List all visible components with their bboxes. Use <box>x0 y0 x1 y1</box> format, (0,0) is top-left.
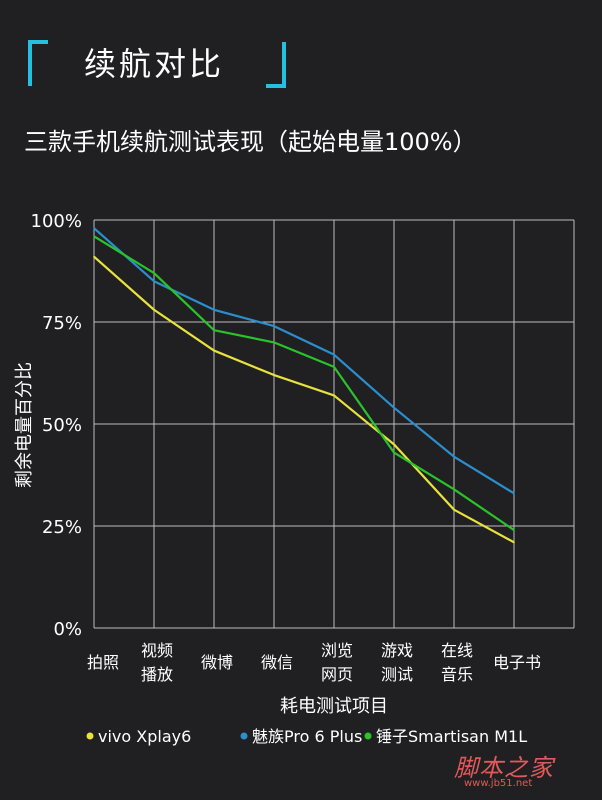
data-point <box>333 366 335 368</box>
data-point <box>153 308 155 311</box>
data-point <box>513 529 515 531</box>
x-tick-label: 拍照 <box>87 653 119 672</box>
chart-title-frame: 续航对比 <box>28 40 286 88</box>
watermark-url-text: www.jb51.net <box>464 778 533 789</box>
data-point <box>153 280 155 283</box>
legend-item: vivo Xplay6 <box>86 727 191 746</box>
data-point <box>273 374 275 376</box>
series-line-1 <box>93 255 515 544</box>
data-point <box>213 349 215 352</box>
series-line-3 <box>93 235 515 531</box>
data-point <box>453 455 455 458</box>
x-tick-label-line: 网页 <box>321 665 353 684</box>
series-lines <box>93 227 515 544</box>
y-tick-label: 0% <box>53 619 82 640</box>
chart-subtitle: 三款手机续航测试表现（起始电量100%） <box>24 128 477 156</box>
x-tick-label-line: 在线 <box>441 641 473 660</box>
legend-label: vivo Xplay6 <box>98 727 191 746</box>
data-point <box>393 443 395 446</box>
legend-label: 魅族Pro 6 Plus <box>252 727 362 746</box>
data-point <box>93 227 95 229</box>
grid-layer <box>93 219 575 629</box>
x-tick-label-line: 播放 <box>141 665 173 684</box>
data-point <box>153 272 155 274</box>
x-tick-label-line: 游戏 <box>381 641 413 660</box>
data-point <box>213 308 215 311</box>
page-title: 续航对比 <box>84 45 225 83</box>
y-tick-label: 100% <box>31 211 82 232</box>
x-tick-label-line: 微信 <box>261 653 293 672</box>
legend-item: 魅族Pro 6 Plus <box>240 727 362 746</box>
legend-swatch <box>364 732 372 740</box>
x-tick-label-line: 测试 <box>381 665 413 684</box>
data-point <box>213 329 215 331</box>
frame-corner-top-left <box>28 40 48 86</box>
legend-swatch <box>86 732 94 740</box>
x-tick-label-line: 音乐 <box>441 665 473 684</box>
x-axis-title: 耗电测试项目 <box>280 696 388 717</box>
data-point <box>513 541 515 544</box>
frame-corner-bottom-right <box>266 42 286 88</box>
watermark-main-text: 脚本之家 <box>454 754 554 782</box>
data-point <box>453 488 455 491</box>
y-tick-label: 25% <box>42 517 82 538</box>
x-tick-label-line: 浏览 <box>321 641 353 660</box>
y-tick-label: 75% <box>42 313 82 334</box>
data-point <box>333 394 335 397</box>
data-point <box>273 325 275 327</box>
data-point <box>273 341 275 344</box>
x-tick-label-line: 拍照 <box>87 653 119 672</box>
watermark-logo: 脚本之家 www.jb51.net <box>454 748 574 789</box>
x-tick-label: 微博 <box>201 653 233 672</box>
legend-swatch <box>240 732 248 740</box>
y-tick-label: 50% <box>42 415 82 436</box>
data-point <box>333 353 335 356</box>
data-point <box>93 255 95 258</box>
x-tick-label: 电子书 <box>493 653 541 672</box>
x-tick-label-line: 微博 <box>201 653 233 672</box>
x-tick-label-line: 视频 <box>141 641 173 660</box>
y-axis-title: 剩余电量百分比 <box>14 362 35 488</box>
data-point <box>453 508 455 511</box>
data-point <box>513 492 515 495</box>
x-tick-label: 微信 <box>261 653 293 672</box>
data-point <box>393 451 395 454</box>
legend-item: 锤子Smartisan M1L <box>364 727 527 746</box>
data-point <box>393 406 395 409</box>
series-line-2 <box>93 227 515 495</box>
legend-label: 锤子Smartisan M1L <box>376 727 527 746</box>
legend: vivo Xplay6 魅族Pro 6 Plus 锤子Smartisan M1L <box>86 727 527 746</box>
x-tick-label-line: 电子书 <box>493 653 541 672</box>
y-tick-labels: 0% 25% 50% 75% 100% <box>31 211 82 640</box>
data-point <box>93 235 95 238</box>
